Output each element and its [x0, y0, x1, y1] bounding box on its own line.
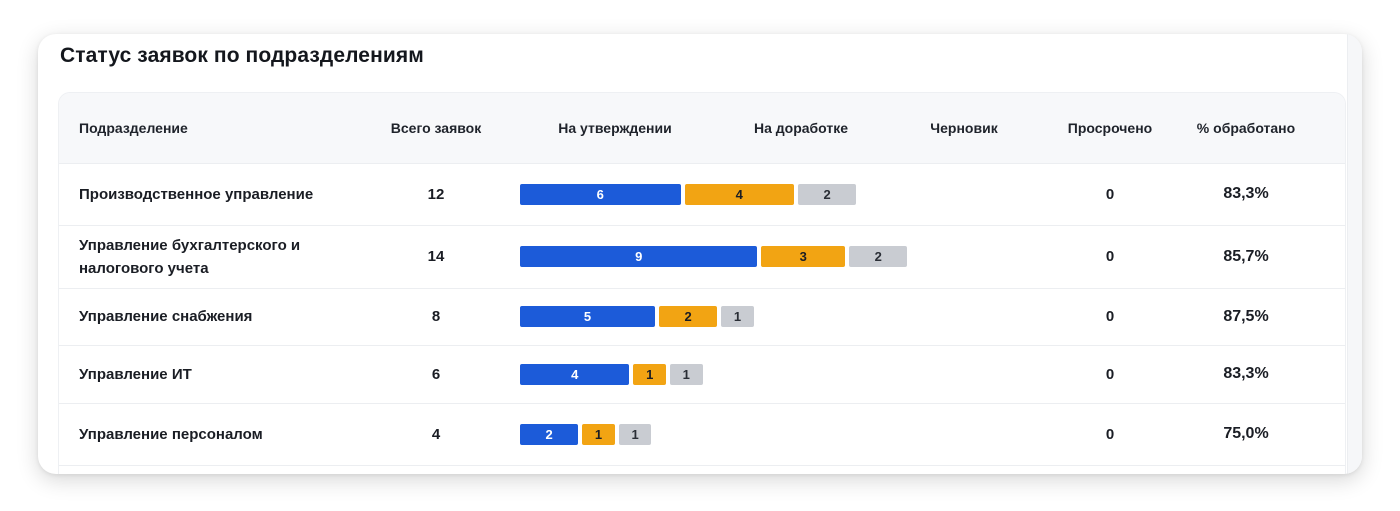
overdue-count: 0	[1105, 248, 1115, 265]
table-row[interactable]: Производственное управление 12 6 4 2 0 83,3%	[59, 163, 1345, 226]
table-header: Подразделение Всего заявок На утверждени…	[59, 93, 1345, 164]
department-status-card: Статус заявок по подразделениям Подразде…	[38, 34, 1362, 474]
header-revision: На доработке	[753, 120, 849, 136]
scrollbar-track[interactable]	[1347, 34, 1362, 474]
draft-segment[interactable]: 1	[618, 423, 652, 445]
department-name: Управление ИТ	[79, 365, 192, 383]
revision-segment[interactable]: 3	[761, 246, 846, 267]
department-name: Управление бухгалтерского и налогового у…	[79, 236, 301, 277]
table-row[interactable]: Управление персоналом 4 2 1 1 0 75,0%	[59, 403, 1345, 466]
header-processed: % обработано	[1196, 120, 1296, 136]
processed-percent: 83,3%	[1223, 185, 1269, 202]
processed-percent: 75,0%	[1223, 425, 1269, 442]
overdue-count: 0	[1105, 365, 1115, 383]
overdue-count: 0	[1105, 425, 1115, 443]
approval-segment[interactable]: 4	[520, 363, 630, 385]
revision-segment[interactable]: 1	[582, 423, 615, 445]
header-department: Подразделение	[79, 120, 188, 136]
table-row[interactable]: Управление ИТ 6 4 1 1 0 83,3%	[59, 345, 1345, 404]
approval-segment[interactable]: 2	[520, 423, 579, 445]
department-name: Управление персоналом	[79, 425, 263, 443]
table-row[interactable]: Управление снабжения 8 5 2 1 0 87,5%	[59, 288, 1345, 346]
draft-segment[interactable]: 2	[849, 246, 908, 267]
total-requests: 8	[431, 308, 441, 325]
header-draft: Черновик	[930, 120, 998, 136]
header-total: Всего заявок	[390, 120, 482, 136]
table-row[interactable]: Управление бухгалтерского и налогового у…	[59, 225, 1345, 289]
total-requests: 6	[431, 365, 441, 383]
draft-segment[interactable]: 1	[670, 363, 703, 385]
status-table: Подразделение Всего заявок На утверждени…	[58, 92, 1346, 474]
total-requests: 12	[427, 185, 445, 203]
approval-segment[interactable]: 9	[520, 246, 758, 267]
department-name: Производственное управление	[79, 185, 314, 203]
overdue-count: 0	[1105, 308, 1115, 325]
card-title: Статус заявок по подразделениям	[60, 44, 424, 67]
revision-segment[interactable]: 1	[633, 363, 666, 385]
approval-segment[interactable]: 6	[520, 183, 681, 205]
total-requests: 4	[431, 425, 441, 443]
draft-segment[interactable]: 2	[798, 183, 857, 205]
revision-segment[interactable]: 4	[684, 183, 794, 205]
processed-percent: 83,3%	[1223, 365, 1269, 382]
header-overdue: Просрочено	[1067, 120, 1153, 136]
overdue-count: 0	[1105, 185, 1115, 203]
department-name: Управление снабжения	[79, 308, 253, 325]
processed-percent: 87,5%	[1223, 307, 1269, 325]
revision-segment[interactable]: 2	[659, 306, 718, 327]
approval-segment[interactable]: 5	[520, 306, 655, 327]
draft-segment[interactable]: 1	[721, 306, 754, 327]
header-approval: На утверждении	[558, 120, 672, 136]
processed-percent: 85,7%	[1223, 247, 1269, 265]
total-requests: 14	[427, 248, 445, 265]
